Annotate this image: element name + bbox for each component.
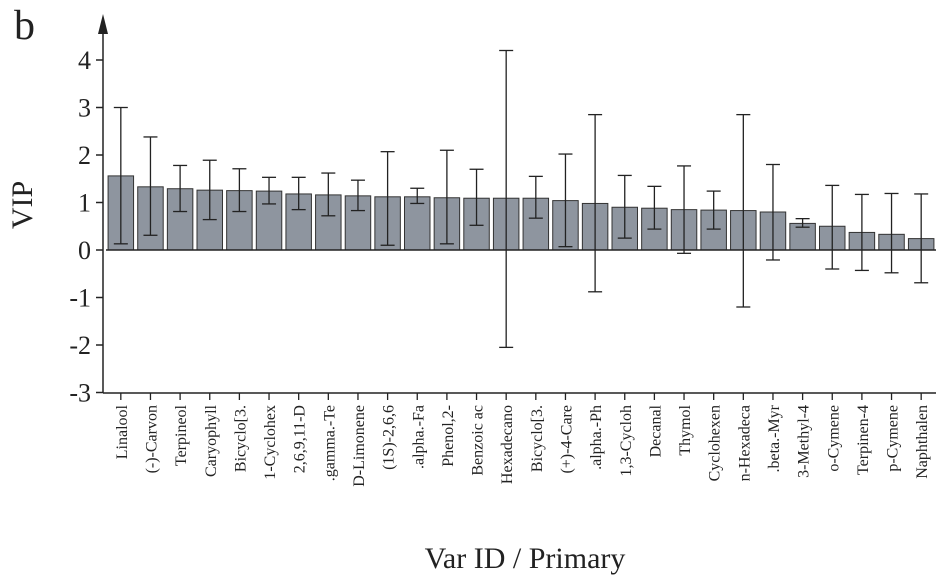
x-tick-label: Linalool	[114, 404, 131, 459]
y-tick-label: 1	[78, 189, 91, 218]
x-axis-label: Var ID / Primary	[425, 542, 626, 575]
x-tick-label: Decanal	[647, 404, 664, 457]
x-tick-label: Bicyclo[3.	[529, 405, 546, 472]
bars-layer	[106, 175, 936, 251]
x-tick-label: Caryophyll	[203, 404, 220, 477]
y-axis-arrow-icon	[98, 14, 108, 34]
y-tick-label: 3	[78, 94, 91, 123]
error-bars-layer	[113, 49, 929, 349]
x-tick-label: Thymol	[677, 404, 694, 455]
x-tick-label: 1-Cyclohex	[262, 405, 279, 480]
x-tick-label: Bicyclo[3.	[232, 405, 249, 472]
x-tick-label: (+)-4-Care	[558, 405, 575, 474]
x-tick-label: D-Limonene	[351, 405, 368, 487]
x-tick-label: (-)-Carvon	[143, 405, 160, 473]
x-tick-label: Terpinen-4	[855, 405, 872, 475]
x-tick-label: .gamma.-Te	[321, 405, 338, 481]
x-tick-label: Cyclohexen	[707, 405, 724, 481]
x-tick-label: (1S)-2,6,6	[381, 405, 398, 470]
x-tick-label: o-Cymene	[825, 405, 842, 472]
x-tick-label: Benzoic ac	[470, 405, 487, 476]
x-tick-label: Naphthalen	[914, 405, 931, 479]
x-tick-label: 1,3-Cycloh	[618, 405, 635, 477]
x-tick-label: 2,6,9,11-D	[292, 405, 309, 473]
x-tick-label: .alpha.-Ph	[588, 405, 605, 470]
x-tick-label: .alpha.-Fa	[410, 405, 427, 469]
y-tick-label: -2	[69, 331, 91, 360]
bar	[404, 196, 431, 251]
y-tick-label: 0	[78, 236, 91, 265]
y-axis-label: VIP	[6, 181, 39, 229]
y-axis: -3 -2 -1 0 1 2 3 4	[69, 14, 108, 408]
y-tick-label: -3	[69, 379, 91, 408]
x-tick-label: Hexadecano	[499, 405, 516, 484]
y-tick-label: 2	[78, 141, 91, 170]
x-tick-label: n-Hexadeca	[736, 405, 753, 481]
panel-label: b	[14, 3, 35, 49]
x-tick-label: .beta.-Myr	[766, 404, 783, 472]
x-tick-label: Terpineol	[173, 404, 190, 466]
x-tick-label: Phenol,2-	[440, 405, 457, 467]
y-tick-label: -1	[69, 284, 91, 313]
x-tick-label: 3-Methyl-4	[796, 405, 813, 478]
x-tick-label: p-Cymene	[885, 405, 902, 472]
x-axis: Linalool (-)-Carvon Terpineol Caryophyll Bic…	[103, 392, 936, 487]
y-tick-label: 4	[78, 46, 91, 75]
